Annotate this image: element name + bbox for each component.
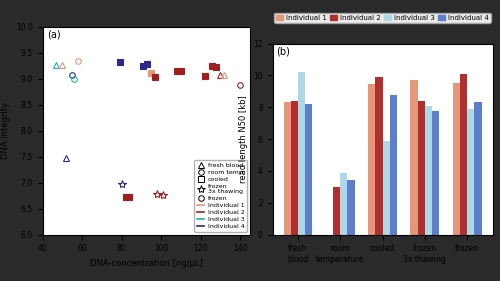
Bar: [333, 187, 340, 235]
Bar: [340, 173, 347, 235]
Bar: [410, 80, 418, 235]
Bar: [467, 109, 474, 235]
Bar: [284, 103, 290, 235]
Bar: [382, 142, 390, 235]
Bar: [376, 77, 382, 235]
Y-axis label: read length N50 [kb]: read length N50 [kb]: [238, 95, 248, 183]
Y-axis label: DNA integrity: DNA integrity: [2, 102, 11, 159]
Bar: [348, 180, 354, 235]
X-axis label: DNA-concentration [ng/μL]: DNA-concentration [ng/μL]: [90, 259, 202, 268]
Bar: [418, 101, 425, 235]
Legend: Individual 1, Individual 2, Individual 3, Individual 4: Individual 1, Individual 2, Individual 3…: [274, 13, 491, 23]
Bar: [298, 72, 305, 235]
Bar: [432, 111, 439, 235]
Bar: [305, 104, 312, 235]
Bar: [290, 101, 298, 235]
Legend: fresh blood, room temp., cooled, frozen
3x thawing, frozen, Individual 1, Indivi: fresh blood, room temp., cooled, frozen …: [194, 160, 247, 232]
Text: (b): (b): [276, 46, 289, 56]
Bar: [390, 94, 397, 235]
Bar: [425, 106, 432, 235]
Text: (a): (a): [46, 30, 60, 40]
Bar: [460, 74, 467, 235]
Bar: [474, 103, 482, 235]
Bar: [368, 84, 376, 235]
Bar: [452, 83, 460, 235]
